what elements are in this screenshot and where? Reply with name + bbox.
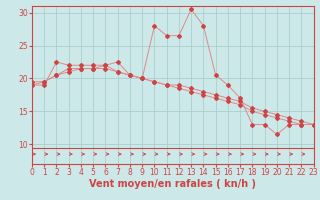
X-axis label: Vent moyen/en rafales ( kn/h ): Vent moyen/en rafales ( kn/h ) xyxy=(89,179,256,189)
